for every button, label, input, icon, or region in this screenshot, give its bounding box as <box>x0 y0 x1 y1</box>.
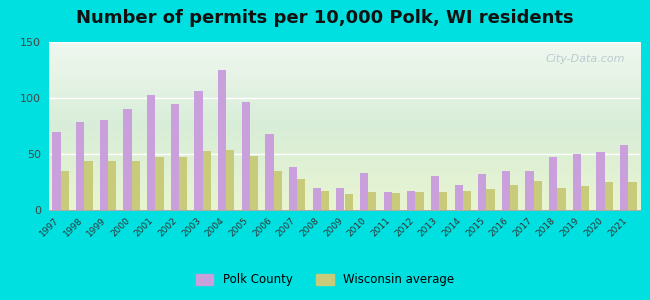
Bar <box>604 182 613 210</box>
Bar <box>360 173 368 210</box>
Bar <box>510 185 519 210</box>
Bar <box>549 158 558 210</box>
Bar <box>124 109 131 210</box>
Bar <box>439 192 447 210</box>
Bar <box>368 192 376 210</box>
Bar <box>629 182 637 210</box>
Bar <box>534 181 542 210</box>
Bar <box>147 94 155 210</box>
Bar <box>99 120 108 210</box>
Bar <box>336 188 344 210</box>
Bar <box>478 174 486 210</box>
Bar <box>407 191 415 210</box>
Bar <box>384 192 392 210</box>
Bar <box>463 191 471 210</box>
Bar <box>60 171 69 210</box>
Legend: Polk County, Wisconsin average: Polk County, Wisconsin average <box>191 269 459 291</box>
Bar <box>525 171 534 210</box>
Bar <box>289 167 297 210</box>
Text: Number of permits per 10,000 Polk, WI residents: Number of permits per 10,000 Polk, WI re… <box>76 9 574 27</box>
Bar <box>108 161 116 210</box>
Bar <box>274 171 282 210</box>
Bar <box>179 158 187 210</box>
Bar <box>250 156 258 210</box>
Bar <box>155 158 164 210</box>
Bar <box>265 134 274 210</box>
Bar <box>76 122 85 210</box>
Bar <box>502 171 510 210</box>
Bar <box>558 188 566 210</box>
Bar <box>573 154 581 210</box>
Bar <box>344 194 353 210</box>
Bar <box>297 178 306 210</box>
Bar <box>84 161 92 210</box>
Bar <box>226 149 235 210</box>
Bar <box>170 103 179 210</box>
Bar <box>431 176 439 210</box>
Text: City-Data.com: City-Data.com <box>546 54 625 64</box>
Bar <box>620 145 629 210</box>
Bar <box>313 188 321 210</box>
Bar <box>131 161 140 210</box>
Bar <box>454 185 463 210</box>
Bar <box>203 151 211 210</box>
Bar <box>486 189 495 210</box>
Bar <box>321 191 329 210</box>
Bar <box>194 91 203 210</box>
Bar <box>392 193 400 210</box>
Bar <box>218 70 226 210</box>
Bar <box>597 152 604 210</box>
Bar <box>52 132 60 210</box>
Bar <box>242 103 250 210</box>
Bar <box>581 187 590 210</box>
Bar <box>415 192 424 210</box>
